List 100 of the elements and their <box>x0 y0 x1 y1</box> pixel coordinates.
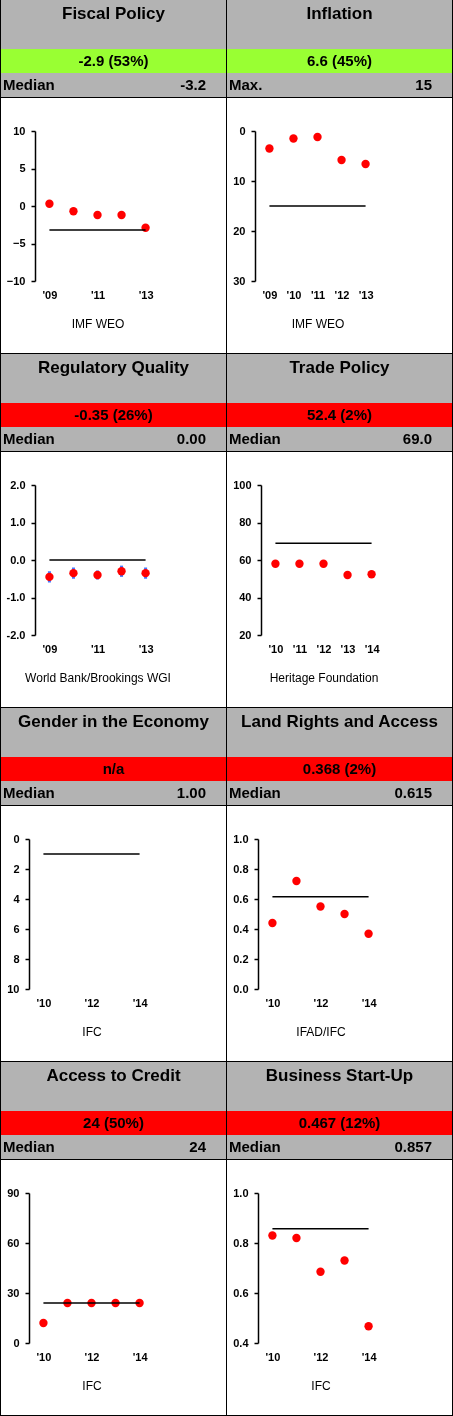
x-tick-label: '12 <box>313 996 329 1009</box>
text: 0.00 <box>176 429 206 449</box>
x-tick-label: '10 <box>36 1350 52 1363</box>
chart-title: Access to Credit <box>1 1062 226 1111</box>
text: Median <box>229 1137 281 1157</box>
y-tick-label: 0 <box>239 124 246 137</box>
y-tick-label: 0 <box>19 199 26 212</box>
x-tick-label: '13 <box>138 642 154 655</box>
y-tick-label: 0.2 <box>233 952 249 965</box>
chart-subtitle: 24 (50%) <box>1 1111 226 1135</box>
x-tick-label: '11 <box>90 642 106 655</box>
x-tick-label: '09 <box>262 288 278 301</box>
x-axis-title: IMF WEO <box>291 316 345 331</box>
y-tick-label: 20 <box>239 628 252 641</box>
chart-title: Business Start-Up <box>227 1062 452 1111</box>
x-tick-label: '12 <box>84 1350 100 1363</box>
chart-subtitle: n/a <box>1 757 226 781</box>
x-tick-label: '09 <box>42 642 58 655</box>
x-axis-title: IFC <box>82 1378 102 1393</box>
x-tick-label: '11 <box>292 642 308 655</box>
y-tick-label: 90 <box>7 1186 20 1199</box>
y-tick-label: 0.0 <box>10 553 26 566</box>
x-axis-title: World Bank/Brookings WGI <box>25 670 171 685</box>
text: Median <box>3 429 55 449</box>
y-tick-label: 20 <box>233 224 246 237</box>
x-tick-label: '12 <box>313 1350 329 1363</box>
x-tick-label: '12 <box>316 642 332 655</box>
y-tick-label: -2.0 <box>6 628 26 641</box>
chart-subtitle: -2.9 (53%) <box>1 49 226 73</box>
text: 15 <box>415 75 432 95</box>
chart-subtitle: -0.35 (26%) <box>1 403 226 427</box>
chart-title: Gender in the Economy <box>1 708 226 757</box>
chart-subtitle: 52.4 (2%) <box>227 403 452 427</box>
chart-title: Regulatory Quality <box>1 354 226 403</box>
text: 1.00 <box>176 783 206 803</box>
x-tick-label: '11 <box>310 288 326 301</box>
x-axis-title: IFC <box>82 1024 102 1039</box>
x-axis-title: IMF WEO <box>71 316 125 331</box>
x-tick-label: '13 <box>340 642 356 655</box>
x-tick-label: '12 <box>84 996 100 1009</box>
x-tick-label: '13 <box>358 288 374 301</box>
x-tick-label: '14 <box>132 996 149 1009</box>
y-tick-label: -1.0 <box>6 591 26 603</box>
y-tick-label: 10 <box>7 982 20 995</box>
chart-subtitle: 0.368 (2%) <box>227 757 452 781</box>
y-tick-label: 2 <box>13 862 20 875</box>
x-tick-label: '14 <box>361 996 378 1009</box>
y-tick-label: 0.6 <box>233 1286 249 1299</box>
text: 24 <box>189 1137 206 1157</box>
y-tick-label: −5 <box>12 237 26 249</box>
x-tick-label: '14 <box>361 1350 378 1363</box>
y-tick-label: 10 <box>13 124 26 137</box>
x-tick-label: '10 <box>265 996 281 1009</box>
y-tick-label: 8 <box>13 952 20 965</box>
text: Median <box>3 783 55 803</box>
y-tick-label: 60 <box>239 553 252 566</box>
y-tick-label: 6 <box>13 922 20 935</box>
x-tick-label: '09 <box>42 288 58 301</box>
x-tick-label: '14 <box>132 1350 149 1363</box>
text: -3.2 <box>180 75 206 95</box>
y-tick-label: 30 <box>233 274 246 287</box>
x-tick-label: '11 <box>90 288 106 301</box>
x-axis-title: Heritage Foundation <box>269 670 379 685</box>
y-tick-label: 1.0 <box>233 1186 249 1199</box>
x-tick-label: '10 <box>36 996 52 1009</box>
y-tick-label: 1.0 <box>10 516 26 528</box>
text: Median <box>3 75 55 95</box>
chart-title: Land Rights and Access <box>227 708 452 757</box>
text: Median <box>229 783 281 803</box>
y-tick-label: 5 <box>19 162 26 174</box>
y-tick-label: −10 <box>6 274 26 287</box>
text: 0.615 <box>394 783 432 803</box>
y-tick-label: 0 <box>13 832 20 845</box>
x-axis-title: IFAD/IFC <box>296 1024 346 1039</box>
y-tick-label: 4 <box>13 892 21 905</box>
chart-title: Trade Policy <box>227 354 452 403</box>
y-tick-label: 0 <box>13 1336 20 1349</box>
text: Median <box>229 429 281 449</box>
chart-title: Fiscal Policy <box>1 0 226 49</box>
y-tick-label: 0.0 <box>233 982 249 995</box>
y-tick-label: 0.4 <box>233 1336 250 1349</box>
x-tick-label: '10 <box>268 642 284 655</box>
text: 69.0 <box>402 429 432 449</box>
chart-title: Inflation <box>227 0 452 49</box>
y-tick-label: 0.8 <box>233 862 249 875</box>
y-tick-label: 0.8 <box>233 1236 249 1249</box>
y-tick-label: 10 <box>233 174 246 187</box>
text: Median <box>3 1137 55 1157</box>
y-tick-label: 100 <box>233 478 252 491</box>
x-tick-label: '13 <box>138 288 154 301</box>
y-tick-label: 2.0 <box>10 478 26 491</box>
y-tick-label: 1.0 <box>233 832 249 845</box>
chart-subtitle: 0.467 (12%) <box>227 1111 452 1135</box>
x-tick-label: '10 <box>286 288 302 301</box>
y-tick-label: 80 <box>239 516 252 528</box>
x-tick-label: '14 <box>364 642 381 655</box>
y-tick-label: 30 <box>7 1286 20 1299</box>
y-tick-label: 40 <box>239 591 252 603</box>
text: Max. <box>229 75 263 95</box>
y-tick-label: 0.4 <box>233 922 250 935</box>
